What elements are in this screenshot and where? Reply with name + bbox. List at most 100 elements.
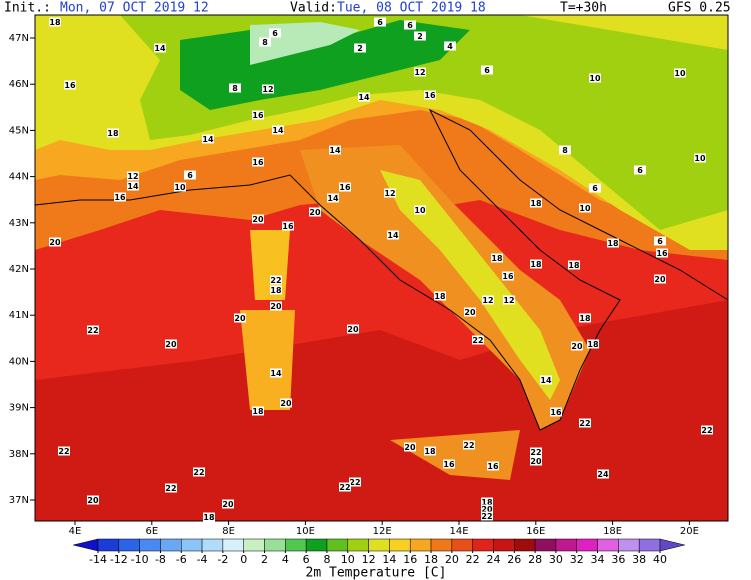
- map-label: 20: [252, 215, 264, 224]
- map-label: 6: [484, 66, 490, 75]
- colorbar-label: 0: [240, 553, 247, 566]
- map-label: 18: [587, 340, 599, 349]
- map-label: 20: [309, 208, 321, 217]
- map-label-bg: [463, 440, 475, 450]
- coastline: [34, 108, 729, 431]
- colorbar-arrow: [73, 538, 99, 552]
- map-label: 20: [654, 275, 666, 284]
- colorbar-box: [347, 538, 369, 552]
- map-label: 6: [592, 184, 598, 193]
- map-label-bg: [589, 73, 601, 83]
- map-label-bg: [184, 170, 196, 180]
- map-label-bg: [114, 192, 126, 202]
- map-label-bg: [270, 285, 282, 295]
- colorbar-label: 16: [403, 553, 417, 566]
- lon-label: 14E: [449, 526, 468, 537]
- map-label-bg: [414, 67, 426, 77]
- map-label-bg: [127, 181, 139, 191]
- map-label-bg: [597, 469, 609, 479]
- map-label: 18: [530, 199, 542, 208]
- map-label: 22: [463, 441, 474, 450]
- map-label: 14: [540, 376, 552, 385]
- colorbar-label: 14: [382, 553, 396, 566]
- map-label: 14: [154, 44, 166, 53]
- map-label: 22: [349, 478, 360, 487]
- colorbar-box: [97, 538, 120, 552]
- colorbar-box: [576, 538, 598, 552]
- colorbar-label: 36: [611, 553, 625, 566]
- map-label-bg: [229, 83, 241, 93]
- map-label-bg: [502, 271, 514, 281]
- map-label-bg: [107, 128, 119, 138]
- map-label: 18: [424, 447, 436, 456]
- map-label-bg: [550, 407, 562, 417]
- lon-label: 12E: [373, 526, 392, 537]
- colorbar-label: 32: [570, 553, 584, 566]
- map-label-bg: [280, 398, 292, 408]
- map-label-bg: [270, 301, 282, 311]
- map-label: 6: [272, 29, 278, 38]
- map-label-bg: [540, 375, 552, 385]
- map-label-bg: [358, 92, 370, 102]
- map-label-bg: [252, 406, 264, 416]
- lat-label: 39N: [9, 403, 29, 414]
- map-label: 22: [481, 512, 492, 521]
- map-label-bg: [481, 511, 493, 521]
- colorbar-box: [264, 538, 286, 552]
- map-label-bg: [481, 497, 493, 507]
- map-label-bg: [49, 237, 61, 247]
- map-label-bg: [424, 446, 436, 456]
- map-label-bg: [530, 259, 542, 269]
- lon-label: 20E: [680, 526, 699, 537]
- map-label: 10: [589, 74, 601, 83]
- colorbar-label: 26: [507, 553, 521, 566]
- map-label-bg: [222, 499, 234, 509]
- lat-label: 47N: [9, 33, 29, 44]
- colorbar-box: [326, 538, 349, 552]
- lat-label: 37N: [9, 495, 29, 506]
- map-label-bg: [203, 512, 215, 522]
- map-label-bg: [414, 205, 426, 215]
- map-label-bg: [694, 153, 706, 163]
- map-label: 22: [530, 448, 541, 457]
- map-label-bg: [579, 203, 591, 213]
- map-label-bg: [634, 165, 646, 175]
- map-label: 16: [339, 183, 351, 192]
- map-label: 6: [407, 21, 413, 30]
- map-label: 18: [49, 18, 61, 27]
- map-label-bg: [374, 17, 386, 27]
- map-label: 14: [202, 135, 214, 144]
- map-label-bg: [193, 467, 205, 477]
- valid-time: Tue, 08 OCT 2019 18: [337, 1, 486, 16]
- map-label-bg: [472, 335, 484, 345]
- map-label-bg: [701, 425, 713, 435]
- colorbar-label: 8: [323, 553, 330, 566]
- colorbar-label: 2: [261, 553, 268, 566]
- colorbar-title: 2m Temperature [C]: [306, 566, 447, 580]
- map-label-bg: [503, 295, 515, 305]
- map-label-bg: [339, 182, 351, 192]
- colorbar-label: 28: [528, 553, 542, 566]
- colorbar-box: [597, 538, 619, 552]
- colorbar: -14 -12 -10 -8 -6 -4 -2 0 2 4 6 8 10 12 14 16 18 20 22 24 26…: [73, 538, 685, 566]
- map-label-bg: [58, 446, 70, 456]
- map-label: 14: [329, 146, 341, 155]
- map-label: 12: [503, 296, 514, 305]
- map-label: 10: [674, 69, 686, 78]
- colorbar-label: 10: [341, 553, 355, 566]
- map-label-bg: [354, 43, 366, 53]
- map-label: 20: [87, 496, 99, 505]
- map-label-bg: [482, 295, 494, 305]
- map-label-bg: [202, 134, 214, 144]
- map-label-bg: [127, 171, 139, 181]
- map-label: 6: [187, 171, 193, 180]
- colorbar-box: [451, 538, 473, 552]
- colorbar-box: [181, 538, 203, 552]
- map-label-bg: [607, 238, 619, 248]
- map-label: 16: [282, 222, 294, 231]
- map-label: 18: [107, 129, 119, 138]
- map-label-bg: [654, 274, 666, 284]
- map-label: 18: [579, 314, 591, 323]
